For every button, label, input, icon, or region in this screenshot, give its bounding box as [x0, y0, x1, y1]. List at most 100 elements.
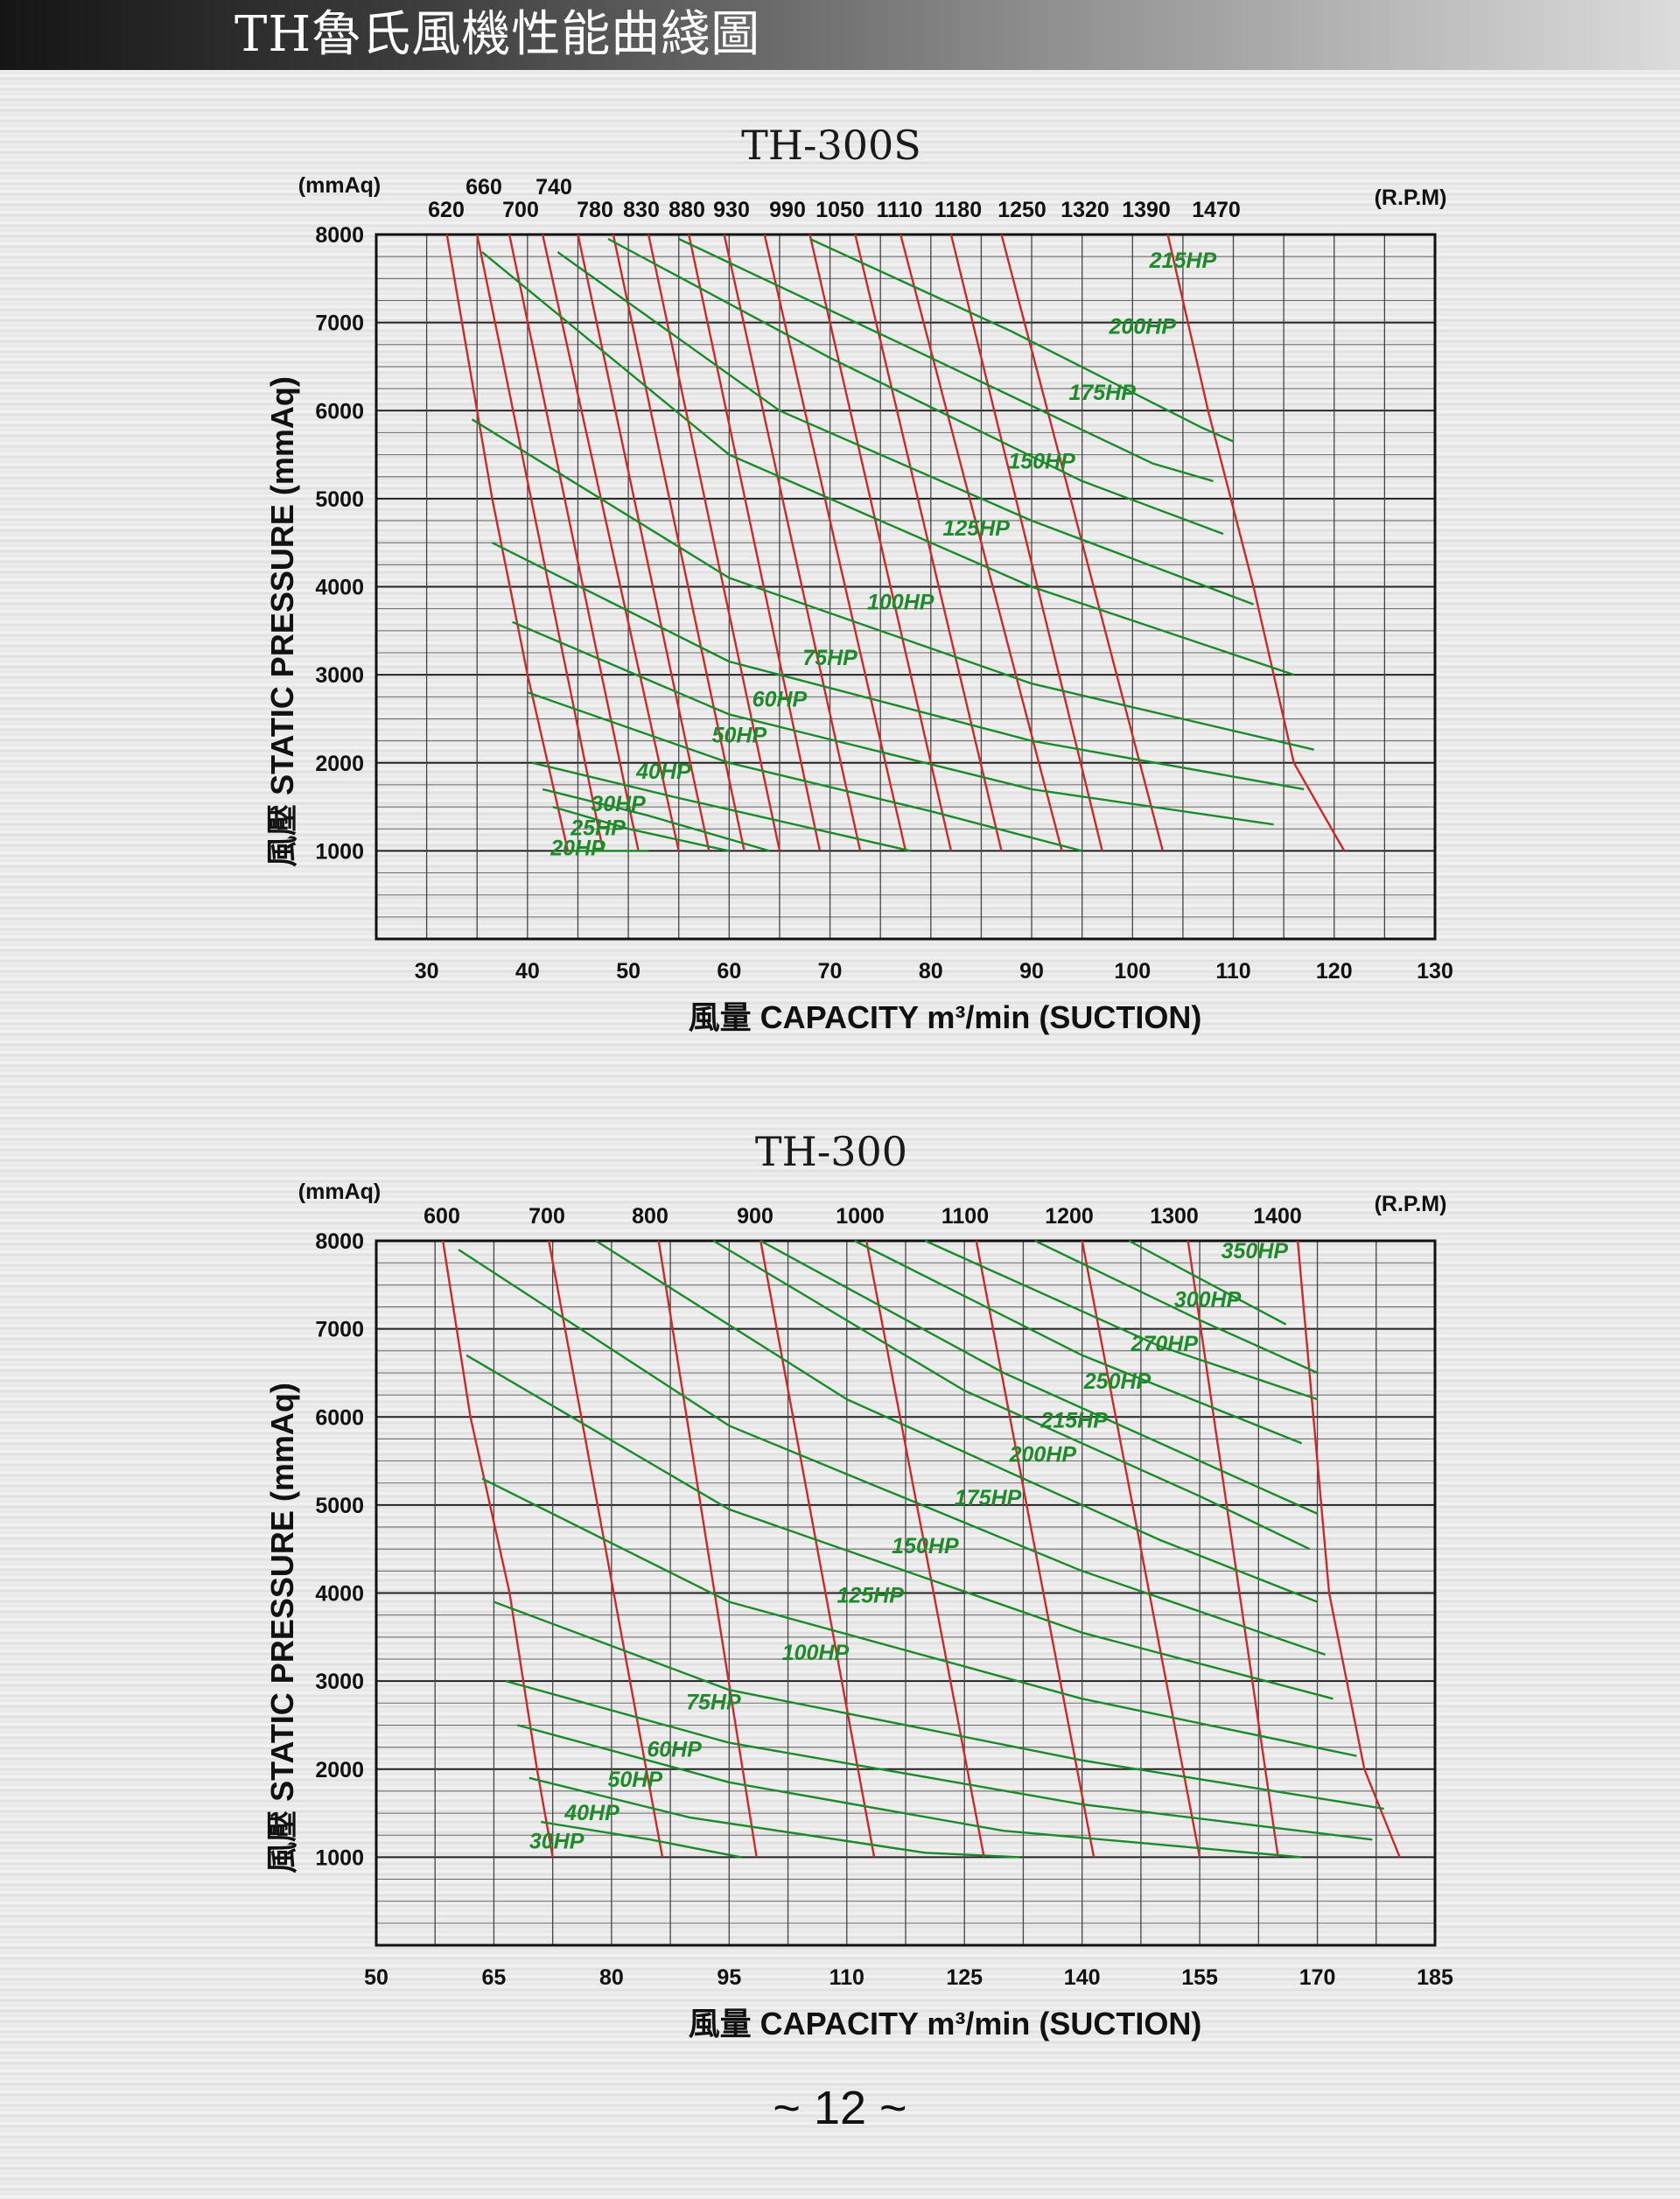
hp-curves	[471, 237, 1314, 852]
hp-curve	[607, 237, 1224, 536]
x-tick-label: 65	[482, 1965, 507, 1990]
x-tick-label: 95	[717, 1965, 741, 1990]
x-tick-label: 40	[515, 959, 540, 984]
hp-curve	[505, 1679, 1373, 1841]
hp-curve	[542, 788, 770, 852]
x-tick-label: 100	[1114, 959, 1151, 984]
rpm-curve	[1296, 1240, 1401, 1858]
rpm-curve	[763, 234, 907, 851]
hp-curve	[541, 1820, 742, 1859]
hp-curve	[516, 1724, 1302, 1859]
hp-curve	[760, 1239, 1319, 1515]
hp-label: 270HP	[1130, 1332, 1199, 1356]
rpm-label: 930	[713, 198, 750, 222]
page-number: ~ 12 ~	[773, 2082, 907, 2134]
x-tick-label: 50	[616, 959, 640, 984]
hp-curves	[458, 1239, 1384, 1859]
rpm-curve	[688, 234, 822, 851]
hp-label: 200HP	[1109, 315, 1177, 340]
hp-label: 60HP	[647, 1738, 702, 1762]
rpm-label: 1100	[942, 1204, 989, 1229]
chart-title: TH-300S	[741, 122, 921, 169]
hp-label: 50HP	[712, 724, 767, 748]
rpm-label: 880	[668, 198, 705, 222]
rpm-label: 1200	[1045, 1204, 1094, 1229]
rpm-label: 1000	[836, 1204, 885, 1229]
x-tick-label: 60	[717, 959, 741, 984]
hp-curve	[1034, 1239, 1319, 1374]
y-tick-label: 5000	[315, 487, 364, 512]
chart-title: TH-300	[755, 1128, 907, 1175]
rpm-label: 900	[737, 1204, 774, 1229]
hp-curve	[556, 251, 1255, 606]
grid-group	[374, 233, 1437, 941]
hp-curve	[808, 237, 1234, 443]
hp-curve	[527, 691, 1083, 852]
hp-label: 300HP	[1174, 1287, 1242, 1312]
rpm-curve	[442, 1240, 554, 1858]
rpm-curve	[975, 1240, 1096, 1858]
hp-label: 100HP	[867, 591, 934, 615]
performance-chart-th-300: TH-300 1000 2000 3000 4000 5000 6000 7000 8000 50…	[264, 1128, 1453, 2041]
hp-curve	[512, 620, 1274, 826]
rpm-unit-label: (R.P.M)	[1375, 1192, 1447, 1216]
y-tick-label: 1000	[315, 839, 364, 864]
x-tick-label: 30	[415, 959, 439, 984]
hp-label: 75HP	[802, 646, 858, 670]
x-tick-label: 155	[1181, 1965, 1218, 1990]
hp-curve	[854, 1239, 1303, 1445]
x-axis-title: 風量 CAPACITY m³/min (SUCTION)	[689, 999, 1202, 1035]
hp-curve	[552, 805, 730, 852]
x-tick-label: 80	[599, 1965, 624, 1990]
hp-label: 125HP	[942, 516, 1010, 541]
rpm-label: 620	[428, 198, 465, 222]
rpm-curve	[723, 234, 862, 851]
hp-curve	[528, 1776, 1020, 1859]
hp-curve	[595, 1239, 1319, 1603]
plot-frame	[374, 233, 1437, 941]
hp-label: 215HP	[1040, 1408, 1108, 1432]
x-tick-label: 170	[1299, 1965, 1336, 1990]
rpm-label: 1110	[877, 198, 923, 222]
hp-label: 250HP	[1083, 1369, 1152, 1394]
rpm-label: 1180	[934, 198, 982, 222]
hp-label: 20HP	[550, 836, 606, 860]
y-tick-label: 7000	[315, 312, 364, 336]
rpm-curve	[647, 234, 781, 851]
hp-label: 175HP	[955, 1486, 1022, 1510]
rpm-label: 800	[632, 1204, 668, 1229]
x-tick-label: 125	[946, 1965, 983, 1990]
y-tick-label: 2000	[315, 1758, 364, 1782]
x-tick-label: 70	[818, 959, 843, 984]
hp-curve	[466, 1354, 1334, 1700]
rpm-label: 1400	[1253, 1204, 1302, 1229]
rpm-curve	[548, 1240, 664, 1858]
hp-label: 25HP	[570, 816, 626, 840]
rpm-curve	[657, 1240, 758, 1858]
rpm-label: 830	[623, 198, 660, 222]
rpm-label: 700	[502, 198, 539, 222]
y-tick-label: 7000	[315, 1318, 364, 1342]
rpm-curve	[445, 234, 570, 851]
rpm-label: 700	[528, 1204, 565, 1229]
rpm-curve	[612, 234, 746, 851]
y-tick-label: 4000	[315, 576, 364, 600]
rpm-label: 1250	[998, 198, 1046, 222]
rpm-curve	[1186, 1240, 1279, 1858]
x-tick-label: 110	[1215, 959, 1250, 984]
rpm-label: 1390	[1122, 198, 1171, 222]
plot-frame	[374, 1239, 1437, 1947]
hp-label: 40HP	[564, 1801, 620, 1825]
rpm-curve	[1000, 234, 1165, 851]
hp-label: 50HP	[608, 1768, 663, 1792]
x-tick-label: 130	[1417, 959, 1453, 984]
rpm-label: 780	[577, 198, 613, 222]
rpm-curves	[442, 1240, 1401, 1858]
hp-label: 175HP	[1068, 381, 1136, 405]
y-unit-label: (mmAq)	[298, 1180, 381, 1204]
rpm-label: 990	[769, 198, 806, 222]
hp-label: 150HP	[892, 1534, 959, 1558]
hp-curve	[481, 1477, 1357, 1757]
y-tick-label: 6000	[315, 399, 364, 424]
hp-curve	[491, 542, 1305, 791]
